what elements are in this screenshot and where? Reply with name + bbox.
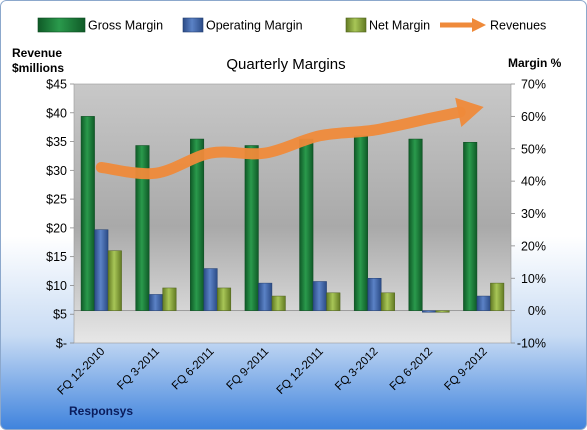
bar-net-margin <box>490 282 505 311</box>
legend-swatch-operating-margin <box>182 17 204 33</box>
bars <box>80 116 505 313</box>
y-left-tick-label: $45 <box>46 78 67 92</box>
footer-label: Responsys <box>69 404 133 418</box>
bar-gross-margin <box>299 138 314 311</box>
bar-gross-margin <box>135 145 150 311</box>
bar-operating-margin <box>203 268 218 311</box>
bar-gross-margin <box>463 142 478 311</box>
bar-operating-margin <box>94 229 109 311</box>
y-left-tick-label: $35 <box>46 135 67 149</box>
legend-item-gross-margin: Gross Margin <box>37 17 163 33</box>
legend-item-revenues: Revenues <box>440 18 546 33</box>
y-right-tick-label: 10% <box>521 272 546 286</box>
legend-label-revenues: Revenues <box>490 19 546 33</box>
bar-operating-margin <box>367 278 382 311</box>
y-left-tick-label: $25 <box>46 193 67 207</box>
legend-label-gross-margin: Gross Margin <box>88 19 163 33</box>
y-right-tick-label: 20% <box>521 239 546 253</box>
legend-label-operating-margin: Operating Margin <box>206 19 303 33</box>
legend-arrow-head <box>472 18 486 32</box>
bar-operating-margin <box>422 310 437 313</box>
bar-gross-margin <box>408 138 423 311</box>
bar-gross-margin <box>190 138 205 311</box>
chart-title: Quarterly Margins <box>226 56 345 73</box>
legend-label-net-margin: Net Margin <box>369 19 430 33</box>
legend-swatch-net-margin <box>345 17 367 33</box>
y-left-tick-label: $10 <box>46 279 67 293</box>
bar-net-margin <box>271 295 286 311</box>
legend: Gross Margin Operating Margin Net Margin… <box>37 17 546 33</box>
y-left-tick-label: $5 <box>53 308 67 322</box>
bar-gross-margin <box>244 145 259 311</box>
y-right-tick-label: 30% <box>521 207 546 221</box>
y-left-tick-label: $15 <box>46 250 67 264</box>
y-left-tick-label: $20 <box>46 221 67 235</box>
bar-gross-margin <box>80 116 95 311</box>
bar-net-margin <box>435 310 450 313</box>
bar-operating-margin <box>476 295 491 311</box>
y-right-tick-label: 50% <box>521 142 546 156</box>
bar-net-margin <box>162 287 177 311</box>
y-left-label-line2: $millions <box>12 61 64 75</box>
y-left-ticks: $- $5 $10 $15 $20 $25 $30 $35 $40 $45 <box>46 78 74 351</box>
y-right-tick-label: 60% <box>521 110 546 124</box>
bar-net-margin <box>380 292 395 311</box>
bar-net-margin <box>107 250 122 311</box>
y-left-tick-label: $- <box>56 337 67 351</box>
y-left-tick-label: $30 <box>46 164 67 178</box>
legend-swatch-gross-margin <box>37 17 86 33</box>
y-right-tick-label: 0% <box>528 304 546 318</box>
revenue-arrow-head <box>455 97 484 128</box>
y-left-tick-label: $40 <box>46 106 67 120</box>
revenue-series <box>95 97 484 180</box>
y-right-tick-label: 40% <box>521 175 546 189</box>
legend-item-net-margin: Net Margin <box>345 17 430 33</box>
revenue-line <box>95 106 466 180</box>
bar-operating-margin <box>148 294 163 311</box>
bar-operating-margin <box>258 282 273 311</box>
bar-gross-margin <box>353 135 368 311</box>
legend-item-operating-margin: Operating Margin <box>182 17 303 33</box>
y-right-label: Margin % <box>508 56 562 70</box>
y-left-label-line1: Revenue <box>12 46 62 60</box>
y-right-tick-label: -10% <box>517 337 546 351</box>
y-right-ticks: -10% 0% 10% 20% 30% 40% 50% 60% 70% <box>511 78 546 351</box>
bar-net-margin <box>326 292 341 311</box>
bar-operating-margin <box>312 281 327 311</box>
bar-net-margin <box>217 287 232 311</box>
y-right-tick-label: 70% <box>521 78 546 92</box>
